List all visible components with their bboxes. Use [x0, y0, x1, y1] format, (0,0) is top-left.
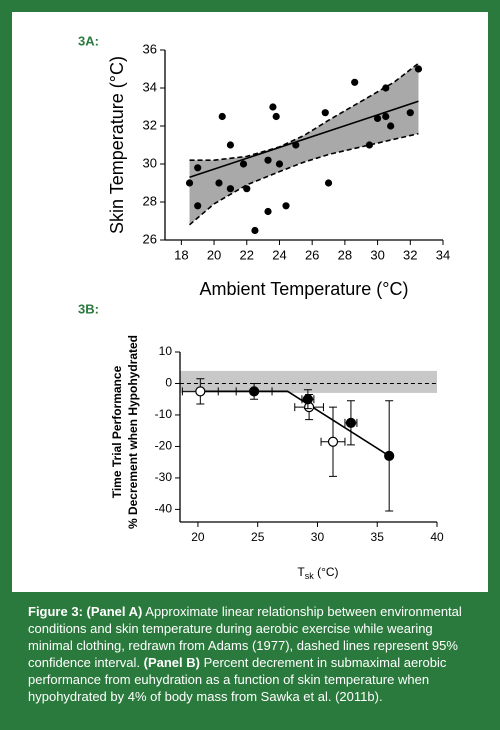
data-point — [195, 386, 206, 397]
data-point — [264, 207, 272, 216]
x-label-subscript: sk — [305, 571, 315, 581]
y-tick-label: 26 — [143, 231, 157, 246]
data-point — [382, 84, 390, 92]
caption: Figure 3: (Panel A) Approximate linear r… — [28, 603, 476, 705]
x-tick-label: 25 — [251, 530, 265, 544]
data-point — [373, 114, 382, 122]
x-tick-label: 24 — [272, 247, 286, 262]
y-tick-label: -20 — [155, 439, 173, 453]
y-tick-label: 34 — [143, 79, 157, 94]
caption-bold: (Panel A) — [86, 604, 143, 619]
x-tick-label: 26 — [305, 247, 319, 262]
fit-line — [197, 390, 390, 457]
y-tick-label: 28 — [143, 193, 157, 208]
y-axis-label: Skin Temperature (°C) — [107, 56, 127, 234]
data-point — [249, 386, 260, 397]
x-tick-label: 20 — [191, 530, 205, 544]
data-point — [387, 122, 395, 130]
data-point — [239, 160, 248, 168]
x-tick-label: 30 — [311, 530, 325, 544]
data-point — [226, 141, 235, 149]
confidence-bound — [189, 132, 419, 226]
y-tick-label: -10 — [155, 407, 173, 421]
panel-label: 3B: — [78, 301, 99, 316]
x-tick-label: 18 — [174, 247, 188, 262]
y-tick-label: 0 — [165, 376, 172, 390]
y-tick-label: 32 — [143, 117, 157, 132]
data-point — [384, 450, 395, 461]
data-point — [327, 436, 339, 447]
x-tick-label: 35 — [371, 530, 385, 544]
x-axis-label: Ambient Temperature (°C) — [200, 279, 409, 299]
data-point — [345, 417, 357, 428]
data-point — [251, 226, 259, 235]
x-tick-label: 40 — [430, 530, 444, 544]
panel-label: 3A: — [78, 33, 99, 48]
data-point — [351, 78, 359, 86]
data-point — [185, 179, 194, 187]
x-tick-label: 20 — [207, 247, 221, 262]
data-point — [226, 185, 235, 193]
y-tick-label: -40 — [155, 502, 173, 516]
x-label-suffix: (°C) — [314, 565, 339, 579]
x-tick-label: 30 — [370, 247, 384, 262]
y-tick-label: 36 — [143, 41, 157, 56]
data-point — [275, 160, 284, 168]
caption-text: Approximate linear relationship between … — [28, 604, 462, 670]
y-axis-label: % Decrement when Hypohydrated — [126, 335, 140, 529]
data-point — [215, 179, 223, 187]
reference-band — [179, 370, 437, 393]
x-tick-label: 32 — [403, 247, 417, 262]
data-point — [272, 112, 280, 121]
data-point — [324, 179, 333, 187]
x-tick-label: 34 — [436, 247, 450, 262]
x-tick-label: 22 — [240, 247, 254, 262]
fit-line — [189, 100, 419, 179]
x-axis-label: Tsk (°C) — [297, 565, 338, 581]
x-label-main: T — [297, 565, 305, 579]
caption-bold: (Panel B) — [143, 655, 200, 670]
confidence-band — [189, 63, 419, 225]
data-point — [243, 185, 251, 193]
data-point — [414, 65, 423, 73]
data-point — [269, 103, 277, 111]
data-point — [365, 141, 374, 149]
y-tick-label: -30 — [155, 470, 173, 484]
y-tick-label: 30 — [143, 155, 157, 170]
data-point — [264, 156, 272, 164]
x-tick-label: 28 — [338, 247, 352, 262]
caption-text: Percent decrement in submaximal aerobic … — [28, 655, 447, 704]
data-point — [302, 394, 314, 405]
figure: 3A: 26 28 30 32 34 36 18 20 22 24 26 28 30 32 34 Ambient… — [78, 33, 450, 581]
data-point — [406, 109, 414, 117]
y-tick-label: 10 — [159, 344, 173, 358]
y-axis-label: Time Trial Performance — [110, 365, 124, 498]
data-point — [282, 202, 290, 210]
data-point — [218, 112, 226, 121]
data-point — [194, 202, 202, 210]
caption-bold: Figure 3: — [28, 604, 87, 619]
data-point — [321, 109, 329, 117]
data-point — [194, 164, 202, 172]
data-point — [292, 141, 300, 149]
data-point — [382, 112, 390, 121]
